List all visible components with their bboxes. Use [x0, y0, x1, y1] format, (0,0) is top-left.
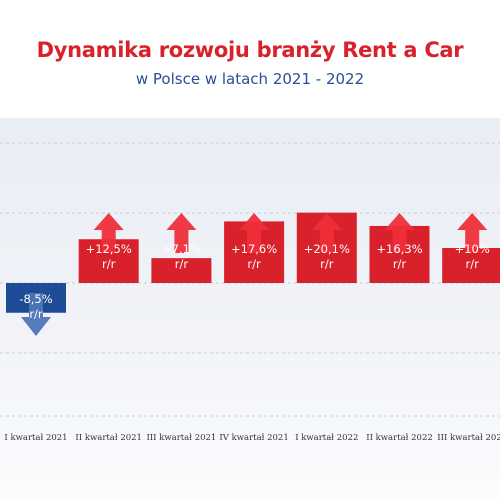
data-label-unit: r/r [175, 257, 189, 271]
category-label: III kwartał 2021 [146, 433, 216, 443]
category-label: III kwartał 2022 [437, 433, 500, 443]
bar [442, 248, 500, 283]
arrow-down-icon [21, 293, 51, 336]
chart-subtitle: w Polsce w latach 2021 - 2022 [135, 70, 365, 88]
arrow-up-icon [239, 213, 270, 253]
data-label: +17,6% [231, 242, 277, 256]
data-label-unit: r/r [247, 257, 261, 271]
category-label: II kwartał 2021 [75, 433, 142, 443]
category-label: I kwartał 2022 [295, 433, 358, 443]
chart-title: Dynamika rozwoju branży Rent a Car [36, 38, 464, 62]
data-label-unit: r/r [466, 257, 480, 271]
data-label-unit: r/r [320, 257, 334, 271]
data-label: +7,1% [162, 242, 201, 256]
data-label-unit: r/r [102, 257, 116, 271]
bar [151, 258, 212, 283]
data-label: -8,5% [19, 292, 52, 306]
arrow-up-icon [384, 213, 415, 253]
arrow-up-icon [93, 213, 124, 253]
bar-chart: -8,5% r/r I kwartał 2021 +12,5% r/r II kwarta… [0, 118, 500, 500]
data-label: +16,3% [376, 242, 422, 256]
chart-background [0, 118, 500, 500]
category-label: IV kwartał 2021 [219, 433, 288, 443]
category-label: II kwartał 2022 [366, 433, 433, 443]
data-label: +10% [455, 242, 490, 256]
data-label: +20,1% [304, 242, 350, 256]
arrow-up-icon [457, 213, 488, 253]
arrow-up-icon [311, 213, 342, 253]
chart-svg: -8,5%r/rI kwartał 2021+12,5%r/rII kwarta… [0, 142, 500, 443]
data-label: +12,5% [86, 242, 132, 256]
arrow-up-icon [166, 213, 197, 253]
data-label-unit: r/r [29, 307, 43, 321]
category-label: I kwartał 2021 [4, 433, 67, 443]
data-label-unit: r/r [393, 257, 407, 271]
